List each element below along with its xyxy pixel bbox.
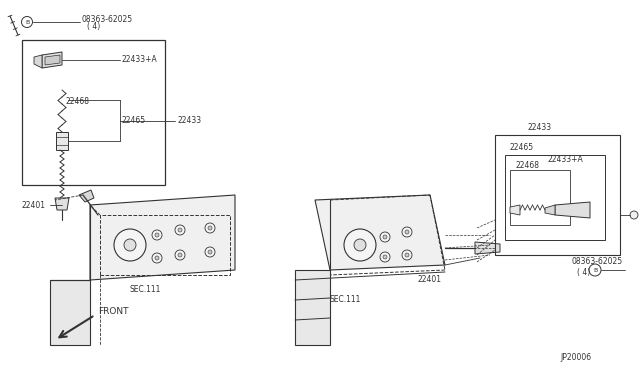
Polygon shape [79,190,94,202]
Text: JP20006: JP20006 [560,353,591,362]
Polygon shape [90,195,235,280]
Text: 22468: 22468 [515,160,539,170]
Polygon shape [475,242,500,254]
Bar [510,170,570,225]
Bar [505,155,605,240]
Bar [22,40,165,185]
Circle shape [114,229,146,261]
Circle shape [152,253,162,263]
Circle shape [208,250,212,254]
Circle shape [380,232,390,242]
Polygon shape [555,202,590,218]
Circle shape [155,233,159,237]
Polygon shape [45,55,60,65]
Polygon shape [315,195,445,270]
Circle shape [175,225,185,235]
Text: FRONT: FRONT [98,308,129,317]
Circle shape [405,230,409,234]
Circle shape [208,226,212,230]
Text: 22468: 22468 [65,97,89,106]
Text: 08363-62025: 08363-62025 [82,15,133,23]
Text: 22433+A: 22433+A [122,55,157,64]
Text: 22433: 22433 [177,116,201,125]
Text: 22401: 22401 [418,276,442,285]
Text: ( 4): ( 4) [577,267,590,276]
Circle shape [155,256,159,260]
Circle shape [344,229,376,261]
Circle shape [380,252,390,262]
Polygon shape [545,205,555,215]
Polygon shape [295,270,330,345]
Circle shape [152,230,162,240]
Circle shape [205,223,215,233]
Text: 22465: 22465 [122,116,146,125]
Text: ( 4): ( 4) [87,22,100,32]
Circle shape [383,255,387,259]
Circle shape [178,228,182,232]
Circle shape [630,211,638,219]
Circle shape [402,227,412,237]
Circle shape [383,235,387,239]
Polygon shape [55,198,69,210]
Polygon shape [510,205,520,215]
Circle shape [205,247,215,257]
Circle shape [402,250,412,260]
Text: SEC.111: SEC.111 [330,295,361,305]
Polygon shape [50,280,90,345]
Text: 22433: 22433 [528,124,552,132]
Polygon shape [42,52,62,68]
Text: 08363-62025: 08363-62025 [572,257,623,266]
Circle shape [405,253,409,257]
Polygon shape [56,132,68,150]
Text: 22465: 22465 [510,144,534,153]
Polygon shape [34,55,42,68]
Text: B: B [25,19,29,25]
Bar [100,215,230,275]
Bar [495,135,620,255]
Circle shape [178,253,182,257]
Text: B: B [593,267,597,273]
Circle shape [124,239,136,251]
Circle shape [354,239,366,251]
Text: 22433+A: 22433+A [548,155,584,164]
Text: 22401: 22401 [22,201,46,209]
Circle shape [175,250,185,260]
Text: SEC.111: SEC.111 [129,285,161,295]
